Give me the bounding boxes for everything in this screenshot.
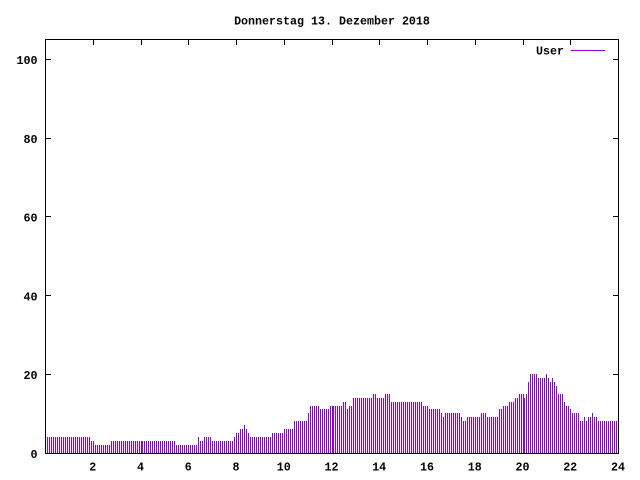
svg-text:8: 8 [233,460,240,474]
svg-text:Donnerstag 13. Dezember 2018: Donnerstag 13. Dezember 2018 [234,14,430,28]
svg-text:10: 10 [277,460,291,474]
svg-text:60: 60 [24,212,38,226]
svg-text:16: 16 [420,460,434,474]
svg-text:20: 20 [24,369,38,383]
svg-text:80: 80 [24,133,38,147]
svg-text:100: 100 [17,54,38,68]
svg-text:18: 18 [468,460,482,474]
svg-text:4: 4 [137,460,144,474]
svg-text:24: 24 [611,460,625,474]
svg-text:20: 20 [516,460,530,474]
svg-text:22: 22 [563,460,577,474]
svg-text:12: 12 [325,460,339,474]
svg-text:40: 40 [24,290,38,304]
svg-text:User: User [536,45,564,59]
svg-text:2: 2 [89,460,96,474]
svg-text:6: 6 [185,460,192,474]
svg-text:0: 0 [31,448,38,462]
svg-text:14: 14 [372,460,386,474]
